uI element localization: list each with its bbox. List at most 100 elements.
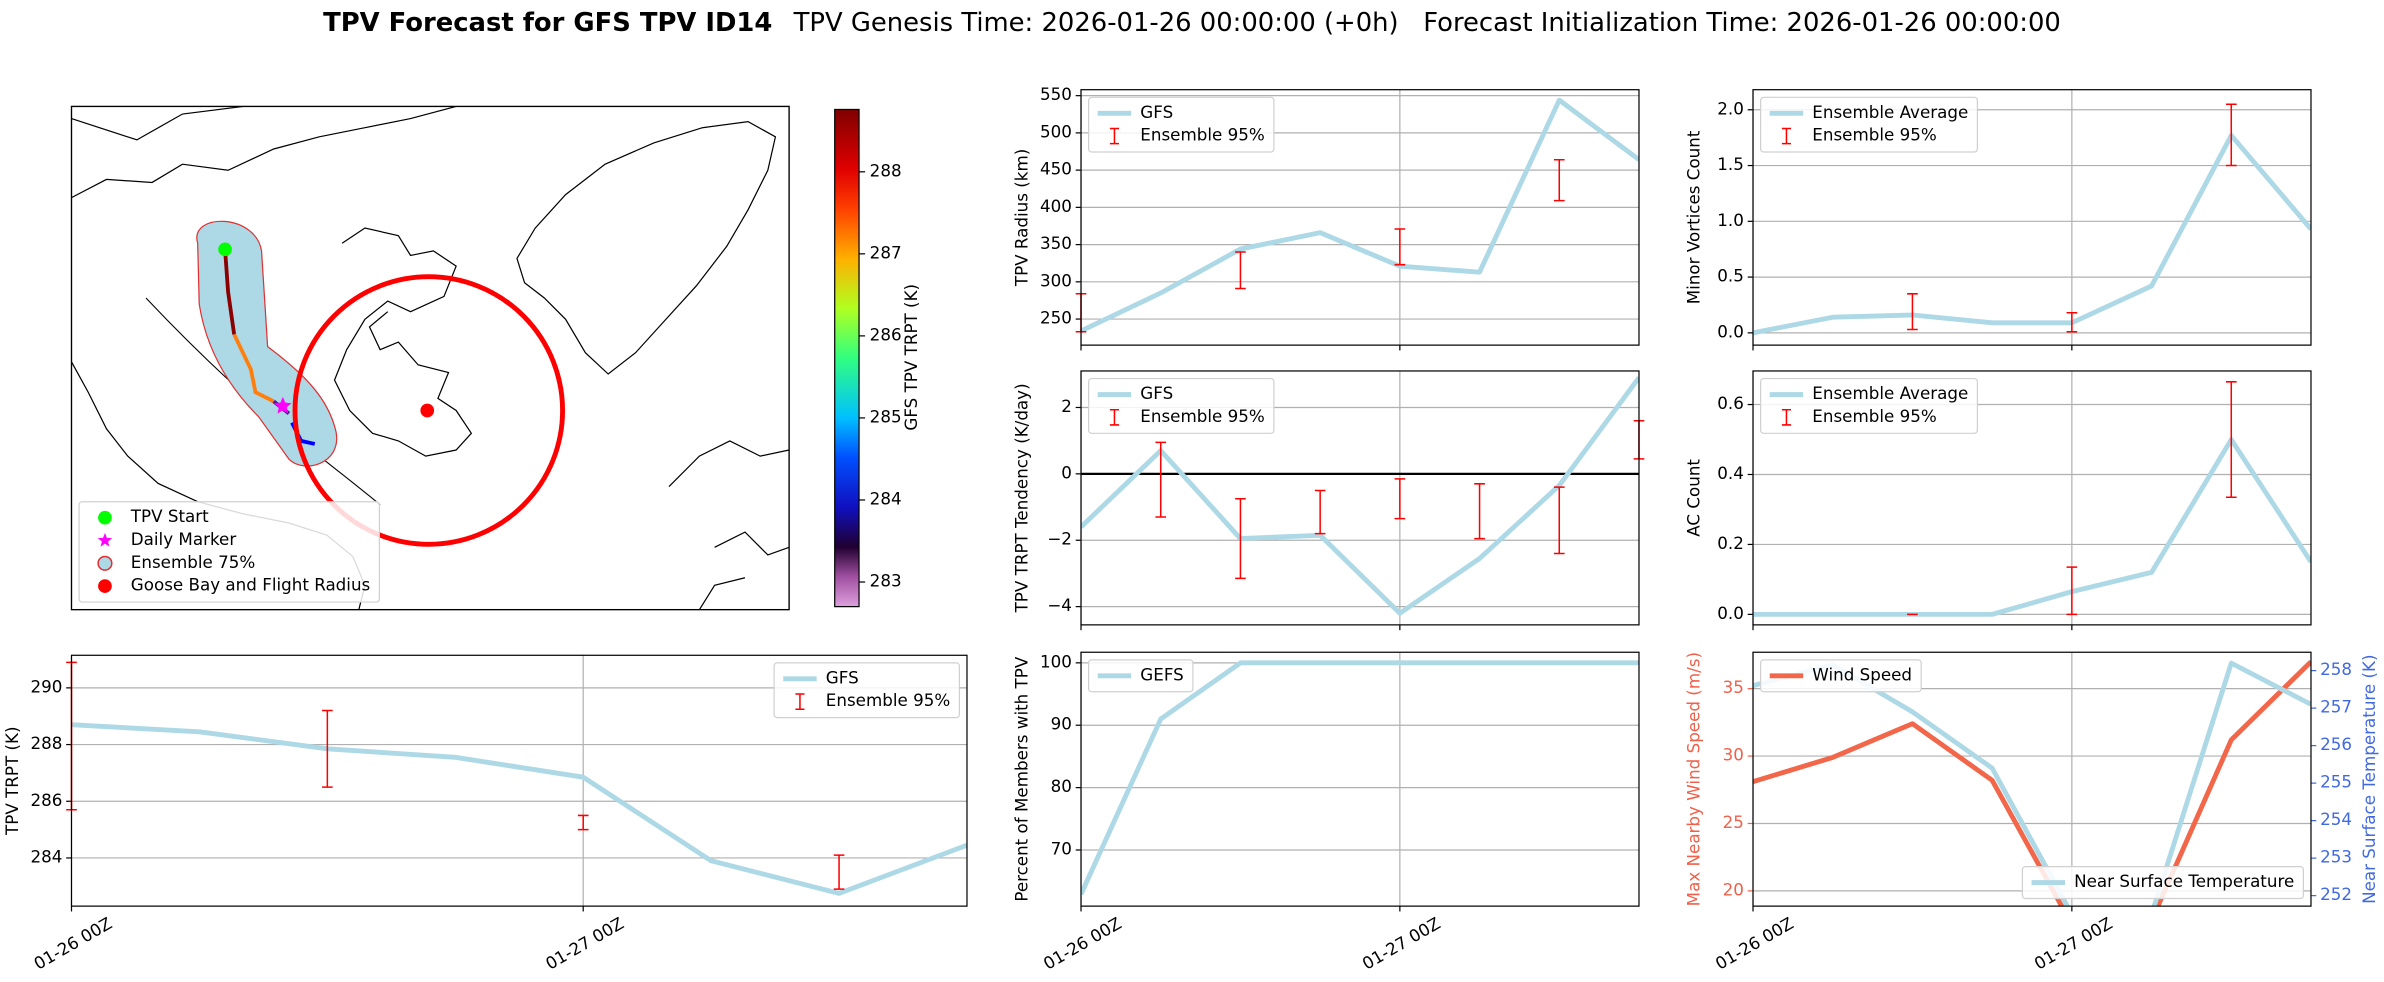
track	[223, 249, 237, 335]
error-bar	[2225, 103, 2237, 167]
error-bar	[1394, 228, 1406, 266]
y2-tick-label: 252	[2320, 884, 2352, 904]
y-axis-label: Max Nearby Wind Speed (m/s)	[1684, 652, 1704, 906]
coastline	[668, 440, 790, 610]
legend: Ensemble Average Ensemble 95%	[1760, 377, 1979, 434]
legend-swatch	[98, 579, 112, 593]
legend-box	[78, 501, 380, 603]
legend-box	[2021, 865, 2304, 900]
error-bar	[1235, 497, 1246, 580]
error-bar	[1314, 489, 1326, 535]
legend-label: GFS	[1140, 383, 1173, 403]
y-tick-label: 0.0	[1717, 321, 1744, 341]
error-bar	[1235, 251, 1246, 290]
legend: GFS Ensemble 95%	[1088, 377, 1275, 434]
y-tick-label: 1.5	[1717, 154, 1744, 174]
legend-label: Ensemble 95%	[1812, 406, 1936, 426]
plot-area	[1753, 133, 2311, 336]
legend-label: GFS	[826, 667, 859, 687]
legend-label: Ensemble 95%	[1140, 406, 1264, 426]
y-axis-label: TPV TRPT (K)	[2, 726, 22, 836]
y-tick-label: 1.0	[1717, 210, 1744, 230]
y-tick-label: 284	[30, 846, 62, 866]
legend-label: Daily Marker	[131, 529, 237, 549]
y-axis-label: TPV TRPT Tendency (K/day)	[1012, 383, 1032, 613]
legend-swatch	[98, 510, 112, 525]
legend-label: GEFS	[1140, 664, 1183, 684]
error-bar	[1394, 478, 1406, 520]
error-bar	[833, 854, 845, 890]
goose-bay	[420, 403, 435, 418]
y-tick-label: 290	[30, 676, 62, 696]
y-tick-label: 25	[1723, 812, 1744, 832]
series-line	[1081, 660, 1639, 896]
figure-title: TPV Forecast for GFS TPV ID14 TPV Genesis…	[323, 7, 2061, 37]
series-line	[1753, 437, 2311, 617]
plot-area	[71, 722, 967, 896]
x-tick-label: 01-27 00Z	[542, 913, 627, 974]
y-tick-label: 350	[1040, 233, 1072, 253]
legend-box	[1760, 659, 1922, 693]
y-tick-label: 70	[1051, 838, 1072, 858]
legend: Wind Speed	[1760, 659, 1922, 693]
legend-label: Ensemble 95%	[1812, 125, 1936, 145]
legend-box	[1088, 96, 1275, 153]
error-bar	[1553, 486, 1565, 555]
error-bar	[2066, 312, 2078, 333]
error-bar	[577, 814, 589, 831]
legend-label: Near Surface Temperature	[2074, 871, 2294, 891]
axes-frame	[1080, 651, 1640, 907]
plot-area	[1081, 376, 1639, 616]
legend: TPV Start Daily Marker Ensemble 75% Goose B…	[78, 501, 380, 603]
y-tick-label: 35	[1723, 677, 1744, 697]
x-tick-label: 01-26 00Z	[1040, 913, 1125, 974]
colorbar-label: GFS TPV TRPT (K)	[901, 284, 921, 431]
legend-swatch	[1109, 408, 1120, 426]
y2-tick-label: 254	[2320, 809, 2352, 829]
y-tick-label: 500	[1040, 121, 1072, 141]
colorbar-tick-label: 287	[870, 242, 902, 262]
y-tick-label: 550	[1040, 84, 1072, 104]
coastline	[71, 106, 457, 199]
tpv-start	[218, 242, 232, 257]
daily-marker	[274, 396, 292, 414]
y-axis-label: Percent of Members with TPV	[1012, 656, 1032, 902]
y-tick-label: 250	[1040, 308, 1072, 328]
axes-frame	[1752, 370, 2312, 626]
y-tick-label: 100	[1040, 651, 1072, 671]
y2-axis-label: Near Surface Temperature (K)	[2359, 654, 2379, 903]
x-tick-label: 01-27 00Z	[2031, 913, 2116, 974]
colorbar-tick-label: 288	[870, 160, 902, 180]
y-tick-label: 286	[30, 790, 62, 810]
error-bar	[2225, 381, 2237, 498]
y-axis-label: Minor Vortices Count	[1684, 130, 1704, 304]
legend: GFS Ensemble 95%	[773, 662, 960, 719]
title: TPV Forecast for GFS TPV ID14	[323, 7, 772, 37]
x-tick-label: 01-26 00Z	[1712, 913, 1797, 974]
axes-frame	[1080, 89, 1640, 346]
legend: GEFS	[1088, 659, 1194, 693]
legend-swatch	[1109, 127, 1120, 145]
legend-label: Ensemble 75%	[131, 552, 255, 572]
axes-frame	[1080, 370, 1640, 626]
map-frame	[70, 105, 790, 611]
legend-label: TPV Start	[130, 506, 209, 526]
legend-box	[1088, 377, 1275, 434]
legend-swatch	[97, 555, 113, 571]
legend-swatch	[97, 532, 113, 547]
legend-box	[773, 662, 960, 719]
y-tick-label: 2	[1061, 396, 1072, 416]
y-tick-label: −4	[1047, 595, 1072, 615]
y-axis-label: TPV Radius (km)	[1012, 149, 1032, 287]
legend-swatch	[1781, 127, 1792, 145]
legend-box	[1760, 96, 1979, 153]
plot-area	[1081, 660, 1639, 896]
series-line	[1753, 659, 2311, 907]
legend: Near Surface Temperature	[2021, 865, 2304, 900]
y-tick-label: 30	[1723, 745, 1744, 765]
plot-area	[1753, 437, 2311, 617]
x-tick-label: 01-27 00Z	[1359, 913, 1444, 974]
series-line	[1753, 133, 2311, 336]
legend-label: Ensemble Average	[1812, 383, 1968, 403]
